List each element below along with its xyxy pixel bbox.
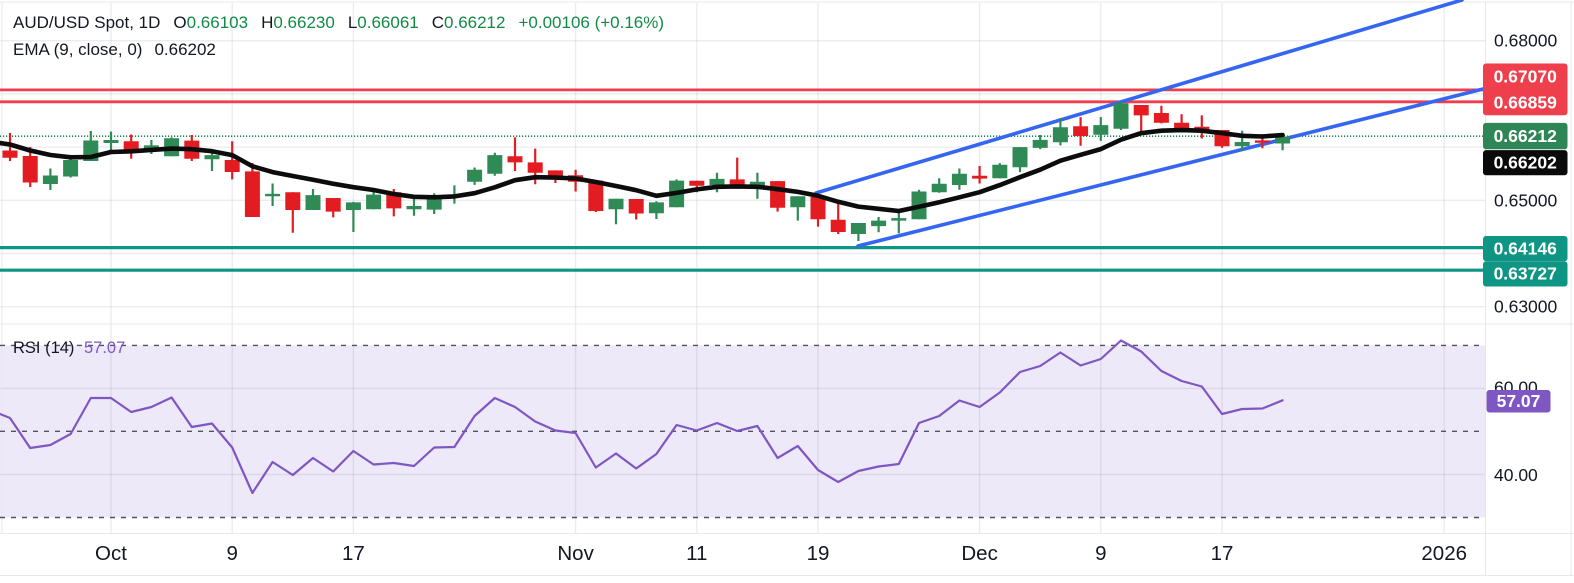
svg-text:17: 17 (342, 542, 365, 565)
svg-text:0.66202: 0.66202 (1494, 152, 1558, 172)
svg-text:Dec: Dec (961, 542, 997, 565)
svg-text:0.64146: 0.64146 (1494, 238, 1558, 258)
svg-text:RSI (14): RSI (14) (13, 339, 74, 357)
svg-text:0.65000: 0.65000 (1494, 190, 1558, 210)
svg-text:EMA (9, close, 0)0.66202: EMA (9, close, 0) 0.66202 (13, 40, 216, 59)
svg-text:0.66859: 0.66859 (1494, 92, 1558, 112)
svg-text:57.07: 57.07 (1497, 391, 1541, 411)
svg-text:0.66212: 0.66212 (1494, 126, 1558, 146)
svg-text:0.68000: 0.68000 (1494, 31, 1558, 51)
svg-text:0.63000: 0.63000 (1494, 297, 1558, 317)
svg-text:Oct: Oct (95, 542, 127, 565)
svg-text:0.63727: 0.63727 (1494, 264, 1557, 284)
svg-text:17: 17 (1211, 542, 1234, 565)
svg-text:19: 19 (807, 542, 830, 565)
svg-text:57.07: 57.07 (84, 339, 125, 357)
svg-text:11: 11 (686, 542, 707, 565)
svg-text:9: 9 (226, 542, 237, 565)
svg-text:9: 9 (1095, 542, 1106, 565)
svg-text:40.00: 40.00 (1494, 465, 1538, 485)
svg-text:0.67070: 0.67070 (1494, 67, 1558, 87)
svg-text:Nov: Nov (557, 542, 594, 565)
svg-text:2026: 2026 (1421, 542, 1467, 565)
